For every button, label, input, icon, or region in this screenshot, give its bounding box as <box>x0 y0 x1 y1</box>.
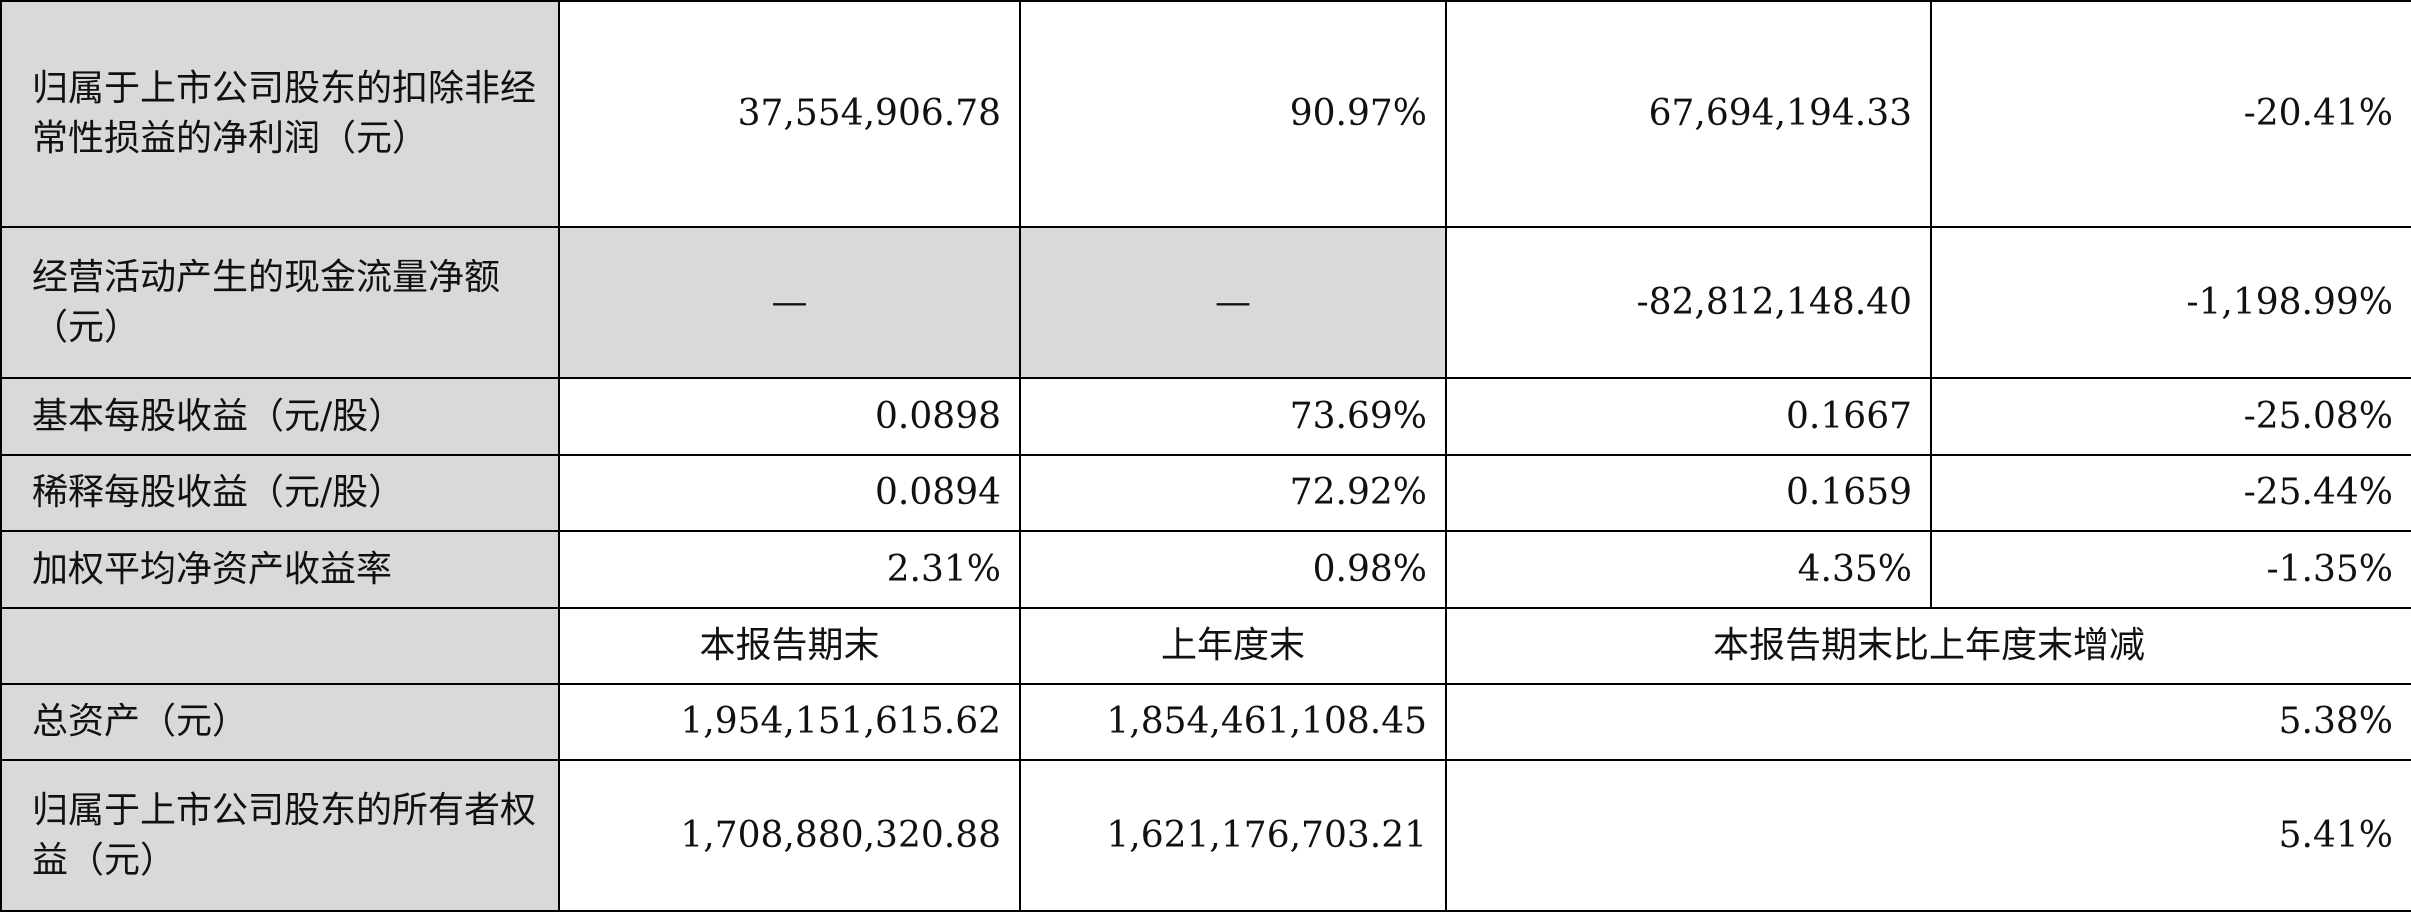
table-cell: 总资产（元） <box>0 683 560 761</box>
table-cell: -1,198.99% <box>1930 226 2411 379</box>
header-row: 本报告期末 上年度末 本报告期末比上年度末增减 <box>0 607 2411 685</box>
table-cell: 5.38% <box>1445 683 2411 761</box>
table-cell: 归属于上市公司股东的所有者权益（元） <box>0 759 560 912</box>
table-cell <box>0 607 560 685</box>
table-cell: 归属于上市公司股东的扣除非经常性损益的净利润（元） <box>0 0 560 228</box>
table-cell: — <box>1019 226 1447 379</box>
table-cell: 5.41% <box>1445 759 2411 912</box>
table-cell: 1,954,151,615.62 <box>558 683 1021 761</box>
table-cell: 1,621,176,703.21 <box>1019 759 1447 912</box>
table-cell: 90.97% <box>1019 0 1447 228</box>
table-cell: 1,708,880,320.88 <box>558 759 1021 912</box>
table-row: 总资产（元） 1,954,151,615.62 1,854,461,108.45 5.… <box>0 683 2411 761</box>
table-cell: 67,694,194.33 <box>1445 0 1932 228</box>
table-cell: 本报告期末比上年度末增减 <box>1445 607 2411 685</box>
table-cell: 1,854,461,108.45 <box>1019 683 1447 761</box>
table-row: 归属于上市公司股东的所有者权益（元） 1,708,880,320.88 1,621,… <box>0 759 2411 912</box>
table-cell: 0.98% <box>1019 530 1447 609</box>
table-cell: 0.0898 <box>558 377 1021 456</box>
table-cell: 0.1667 <box>1445 377 1932 456</box>
table-cell: -82,812,148.40 <box>1445 226 1932 379</box>
table-cell: -25.08% <box>1930 377 2411 456</box>
table-cell: 72.92% <box>1019 454 1447 532</box>
table-cell: 73.69% <box>1019 377 1447 456</box>
table-row: 稀释每股收益（元/股） 0.0894 72.92% 0.1659 -25.44% <box>0 454 2411 532</box>
table-row: 归属于上市公司股东的扣除非经常性损益的净利润（元） 37,554,906.78 90… <box>0 0 2411 228</box>
table-cell: 0.0894 <box>558 454 1021 532</box>
table-cell: -20.41% <box>1930 0 2411 228</box>
table-row: 经营活动产生的现金流量净额（元） — — -82,812,148.40 -1,198.9… <box>0 226 2411 379</box>
table-cell: 0.1659 <box>1445 454 1932 532</box>
table-row: 基本每股收益（元/股） 0.0898 73.69% 0.1667 -25.08% <box>0 377 2411 456</box>
table-cell: 基本每股收益（元/股） <box>0 377 560 456</box>
table-cell: 上年度末 <box>1019 607 1447 685</box>
table-cell: 2.31% <box>558 530 1021 609</box>
table-cell: 本报告期末 <box>558 607 1021 685</box>
table-cell: — <box>558 226 1021 379</box>
table-cell: -25.44% <box>1930 454 2411 532</box>
table-row: 加权平均净资产收益率 2.31% 0.98% 4.35% -1.35% <box>0 530 2411 609</box>
table-cell: -1.35% <box>1930 530 2411 609</box>
table-cell: 稀释每股收益（元/股） <box>0 454 560 532</box>
table-cell: 加权平均净资产收益率 <box>0 530 560 609</box>
table-cell: 4.35% <box>1445 530 1932 609</box>
table-cell: 经营活动产生的现金流量净额（元） <box>0 226 560 379</box>
table-cell: 37,554,906.78 <box>558 0 1021 228</box>
